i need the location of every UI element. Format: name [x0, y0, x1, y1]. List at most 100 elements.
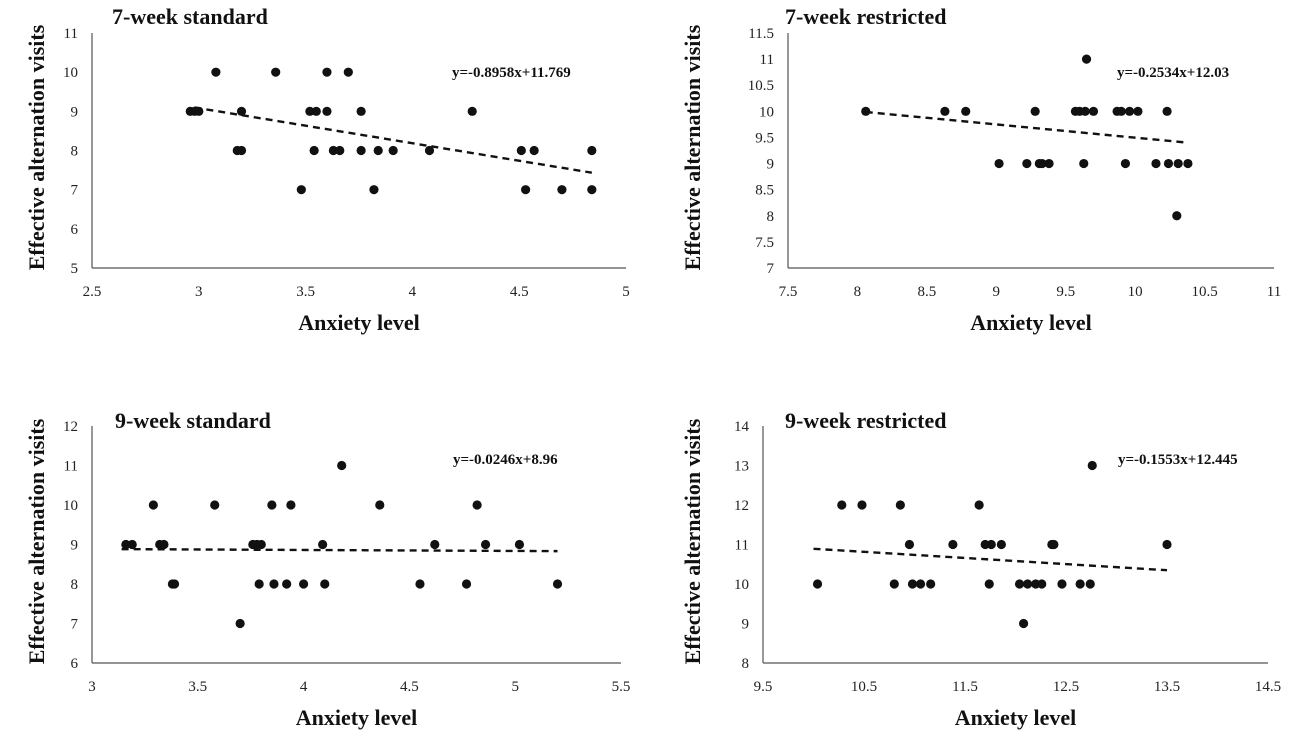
trendline	[194, 106, 593, 174]
y-axis-title: Effective alternation visits	[680, 418, 705, 664]
x-tick-label: 4.5	[400, 679, 419, 695]
x-tick-label: 5	[511, 679, 519, 695]
data-point	[254, 579, 264, 589]
data-point	[895, 500, 905, 510]
y-tick-label: 10	[759, 104, 774, 120]
y-tick-label: 7.5	[755, 235, 774, 251]
data-point	[984, 579, 994, 589]
x-tick-label: 5.5	[612, 679, 631, 695]
data-point	[587, 185, 597, 195]
x-tick-label: 2.5	[83, 284, 102, 300]
data-point	[521, 185, 531, 195]
x-tick-label: 9.5	[1056, 284, 1075, 300]
data-point	[322, 67, 332, 77]
y-tick-label: 5	[71, 261, 79, 277]
data-point	[552, 579, 563, 589]
data-point	[1014, 579, 1025, 589]
data-point	[915, 579, 926, 589]
x-tick-label: 14.5	[1255, 679, 1281, 695]
y-axis-title: Effective alternation visits	[24, 418, 49, 664]
x-axis-title: Anxiety level	[298, 310, 420, 335]
regression-equation: y=-0.1553x+12.445	[1118, 452, 1238, 468]
x-axis-title: Anxiety level	[955, 705, 1077, 730]
y-tick-label: 8	[767, 209, 775, 225]
data-point	[857, 500, 867, 510]
y-tick-label: 12	[63, 419, 78, 435]
x-tick-label: 3.5	[188, 679, 207, 695]
data-point	[1183, 158, 1193, 169]
y-tick-label: 10	[63, 498, 78, 514]
chart-7-week-restricted: 7.5 8 8.5 9 9.5 10 10.5 11 77.588.599.51010.511…	[680, 4, 1281, 335]
data-point	[1057, 579, 1067, 589]
data-point	[235, 618, 245, 629]
chart-title: 9-week restricted	[785, 408, 946, 433]
data-point	[343, 67, 353, 77]
regression-equation: y=-0.0246x+8.96	[453, 452, 558, 468]
data-point	[889, 579, 899, 589]
y-tick-labels: 5 6 7 8 9 10 11	[63, 26, 79, 277]
y-tick-label: 13	[734, 459, 749, 475]
x-tick-label: 7.5	[779, 284, 798, 300]
y-tick-label: 11	[64, 26, 78, 42]
y-tick-labels: 7 7.5 8 8.5 9 9.5 10 10.5 11 11.5	[748, 26, 775, 277]
data-point	[236, 106, 247, 116]
trendline	[813, 547, 1168, 572]
x-tick-label: 4.5	[510, 284, 529, 300]
data-point	[587, 145, 597, 156]
y-axis-title: Effective alternation visits	[680, 24, 705, 270]
data-point	[299, 579, 309, 589]
y-tick-label: 11	[760, 52, 774, 68]
data-point	[271, 67, 281, 77]
data-point	[1022, 158, 1032, 169]
y-tick-label: 9	[742, 617, 750, 633]
data-point	[472, 500, 482, 510]
x-tick-label: 8.5	[917, 284, 936, 300]
data-point	[424, 145, 435, 156]
data-point	[282, 579, 292, 589]
y-tick-label: 8	[71, 577, 79, 593]
data-point	[1049, 539, 1059, 550]
trendline	[865, 110, 1189, 144]
data-point	[1088, 106, 1099, 116]
data-point	[335, 145, 345, 156]
data-point	[986, 539, 996, 550]
data-point	[322, 106, 332, 116]
data-point	[369, 185, 379, 195]
x-axis-title: Anxiety level	[970, 310, 1092, 335]
x-tick-label: 10.5	[1191, 284, 1217, 300]
data-point	[1172, 211, 1182, 221]
data-point	[1037, 579, 1047, 589]
x-tick-labels: 2.5 3 3.5 4 4.5 5	[83, 284, 630, 300]
data-points	[185, 67, 597, 195]
chart-9-week-restricted: 9.5 10.5 11.5 12.5 13.5 14.5 8 9 10 11 12 13 14 9-w…	[680, 408, 1281, 730]
data-point	[1162, 539, 1172, 550]
y-tick-label: 11.5	[748, 26, 774, 42]
x-tick-label: 5	[622, 284, 630, 300]
data-point	[1173, 158, 1183, 169]
data-point	[996, 539, 1006, 550]
chart-title: 7-week restricted	[785, 4, 946, 29]
y-tick-label: 14	[734, 419, 750, 435]
data-point	[194, 106, 204, 116]
y-tick-label: 8.5	[755, 183, 774, 199]
y-tick-label: 7	[71, 617, 79, 633]
data-point	[210, 500, 220, 510]
data-point	[121, 539, 131, 550]
x-tick-label: 12.5	[1053, 679, 1079, 695]
data-point	[311, 106, 321, 116]
data-point	[356, 145, 366, 156]
data-point	[1080, 106, 1090, 116]
data-point	[1018, 618, 1029, 629]
data-point	[1087, 460, 1097, 471]
chart-7-week-standard: 2.5 3 3.5 4 4.5 5 5 6 7 8 9 10 11 7-week standard y…	[24, 4, 630, 335]
data-point	[1030, 106, 1040, 116]
data-point	[812, 579, 823, 589]
y-tick-labels: 6 7 8 9 10 11 12	[63, 419, 79, 672]
y-tick-label: 8	[71, 144, 79, 160]
y-tick-label: 11	[64, 459, 78, 475]
data-points	[861, 54, 1193, 221]
data-point	[296, 185, 306, 195]
data-point	[356, 106, 366, 116]
data-point	[467, 106, 477, 116]
